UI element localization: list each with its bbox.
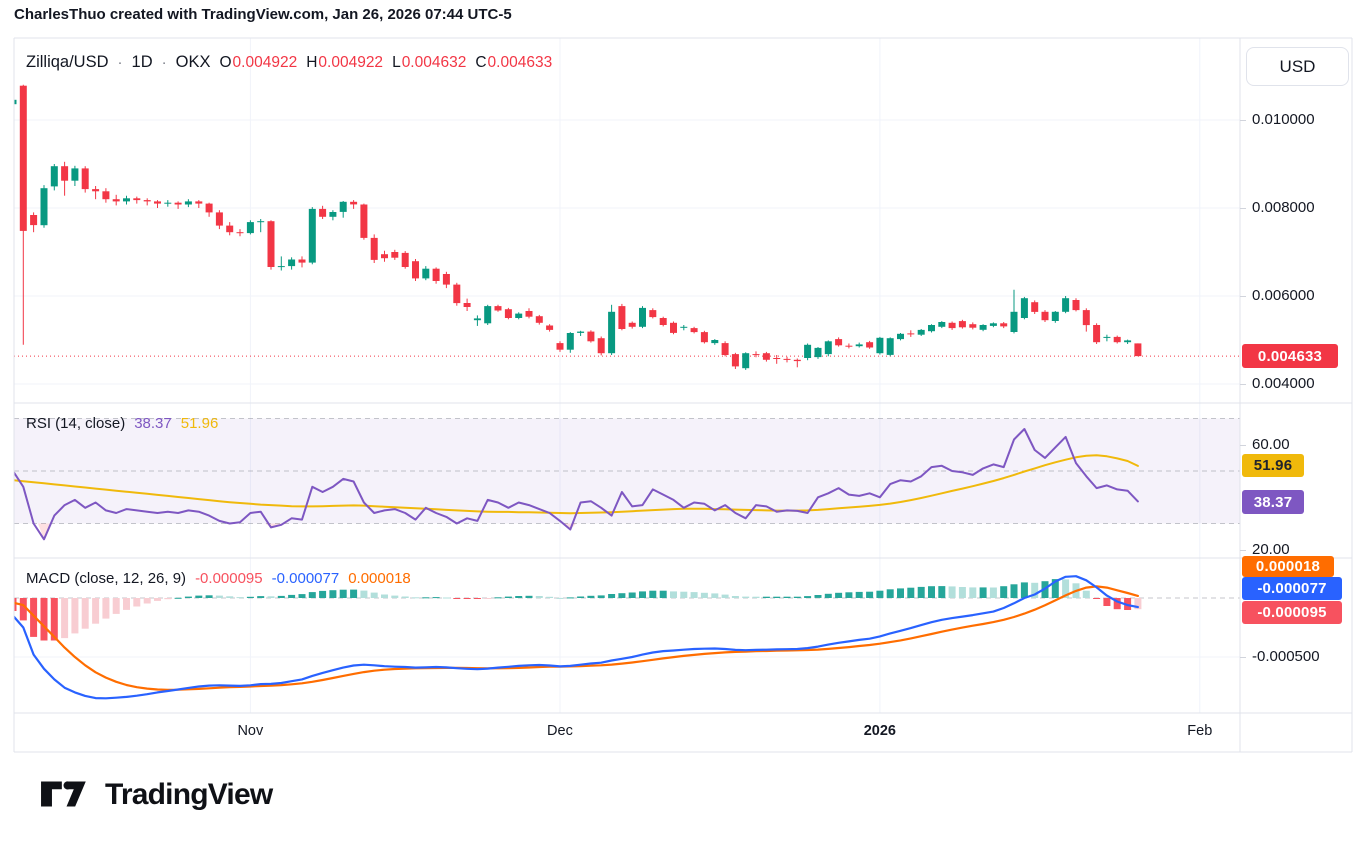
price-axis-label: 0.006000 — [1252, 287, 1315, 304]
brand-name[interactable]: TradingView — [105, 778, 273, 811]
rsi-legend-row: RSI (14, close) 38.37 51.96 — [26, 415, 218, 432]
macd-title[interactable]: MACD (close, 12, 26, 9) — [26, 570, 187, 587]
rsi-title[interactable]: RSI (14, close) — [26, 415, 126, 432]
rsi-ma-value: 51.96 — [180, 415, 219, 432]
price-axis-label: 0.010000 — [1252, 111, 1315, 128]
macd-line-value: -0.000077 — [271, 570, 340, 587]
separator-dot: · — [161, 54, 167, 71]
axis-tick-mark — [1240, 296, 1246, 297]
axis-tick-mark — [1240, 208, 1246, 209]
axis-tick-mark — [1240, 120, 1246, 121]
time-axis-label: Feb — [1187, 723, 1213, 739]
last-price-badge: 0.004633 — [1242, 344, 1338, 368]
macd-signal-value: 0.000018 — [348, 570, 411, 587]
ohlc-low: L 0.004632 — [392, 53, 467, 71]
tradingview-logo-icon[interactable] — [40, 777, 92, 813]
time-axis-label: 2026 — [863, 723, 897, 739]
rsi-value-badge: 38.37 — [1242, 490, 1304, 514]
macd-legend-row: MACD (close, 12, 26, 9) -0.000095 -0.000… — [26, 570, 411, 587]
currency-toggle-button[interactable]: USD — [1246, 47, 1349, 86]
footer: TradingView — [40, 777, 273, 813]
time-axis-label: Nov — [237, 723, 264, 739]
macd-hist-value: -0.000095 — [195, 570, 263, 587]
time-axis-label: Dec — [547, 723, 573, 739]
separator-dot: · — [117, 54, 123, 71]
symbol-legend-row: Zilliqa/USD · 1D · OKX O 0.004922 H 0.0049… — [26, 53, 552, 72]
ohlc-high: H 0.004922 — [306, 53, 384, 71]
axis-tick-mark — [1240, 549, 1246, 551]
exchange-label[interactable]: OKX — [175, 53, 211, 71]
price-axis-label: 0.004000 — [1252, 375, 1315, 392]
interval-label[interactable]: 1D — [131, 53, 153, 71]
candles — [14, 84, 1142, 370]
axis-tick-mark — [1240, 657, 1246, 658]
symbol-name[interactable]: Zilliqa/USD — [26, 53, 109, 71]
rsi-ma-badge: 51.96 — [1242, 454, 1304, 477]
ohlc-close: C 0.004633 — [475, 53, 553, 71]
rsi-value: 38.37 — [134, 415, 172, 432]
axis-tick-mark — [1240, 444, 1246, 446]
macd-signal-badge: 0.000018 — [1242, 556, 1334, 577]
price-axis-label: 0.008000 — [1252, 199, 1315, 216]
macd-axis-label: -0.000500 — [1252, 648, 1320, 665]
attribution-text: CharlesThuo created with TradingView.com… — [14, 6, 512, 23]
macd-hist-badge: -0.000095 — [1242, 601, 1342, 624]
rsi-axis-label: 20.00 — [1252, 540, 1290, 558]
ohlc-open: O 0.004922 — [219, 53, 298, 71]
macd-line-badge: -0.000077 — [1242, 577, 1342, 600]
axis-tick-mark — [1240, 384, 1246, 385]
rsi-axis-label: 60.00 — [1252, 435, 1290, 453]
